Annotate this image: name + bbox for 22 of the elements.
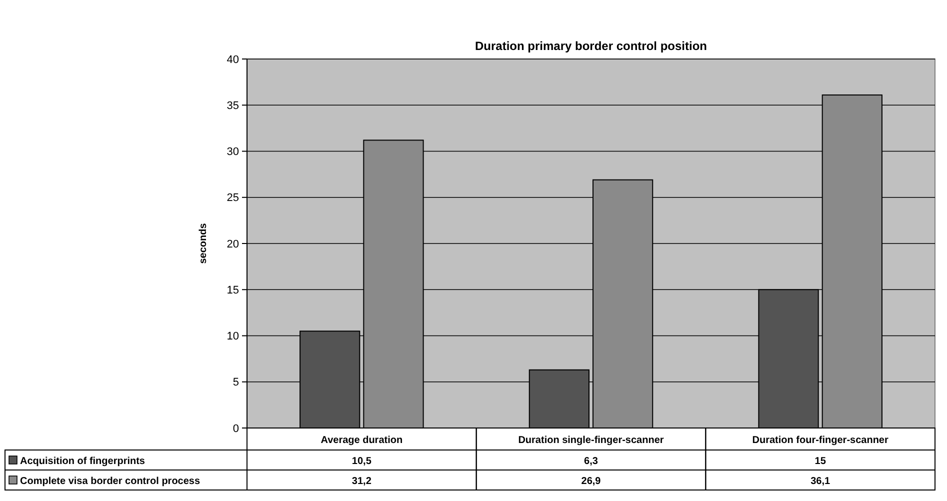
data-label: 15 <box>814 456 826 467</box>
y-tick-label: 5 <box>232 376 239 389</box>
legend-label: Acquisition of fingerprints <box>20 456 146 467</box>
y-tick-label: 40 <box>226 54 239 66</box>
data-label: 36,1 <box>810 476 830 487</box>
x-tick-label: Average duration <box>320 435 403 446</box>
x-tick-label: Duration four-finger-scanner <box>752 435 888 446</box>
x-tick-label: Duration single-finger-scanner <box>518 435 664 446</box>
y-tick-label: 35 <box>226 100 239 112</box>
data-label: 31,2 <box>352 476 372 487</box>
y-tick-label: 10 <box>226 330 239 343</box>
y-tick-label: 15 <box>226 284 239 296</box>
data-label: 10,5 <box>352 456 372 467</box>
y-tick-label: 30 <box>226 146 239 158</box>
legend-label: Complete visa border control process <box>20 476 200 487</box>
data-label: 6,3 <box>584 456 598 467</box>
y-tick-label: 0 <box>232 422 239 435</box>
y-tick-label: 25 <box>226 192 239 204</box>
y-axis-title: seconds <box>198 222 209 264</box>
data-label: 26,9 <box>581 476 602 487</box>
y-tick-label: 20 <box>226 238 239 250</box>
chart-title: Duration primary border control position <box>474 39 708 53</box>
